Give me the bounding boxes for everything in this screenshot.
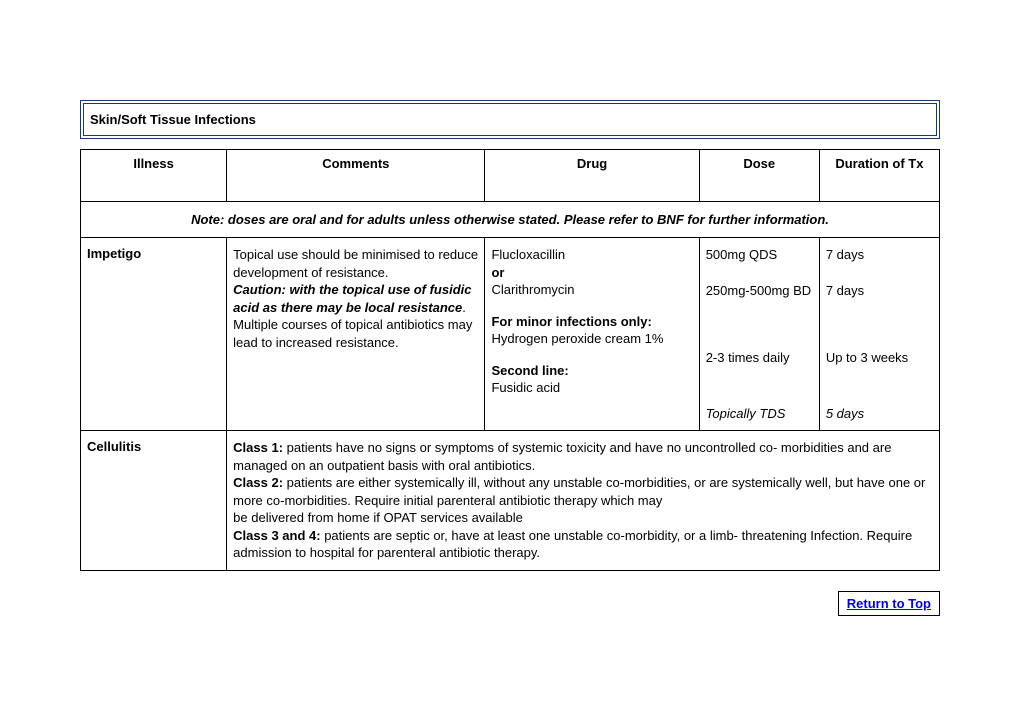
drug-1: Flucloxacillin	[491, 246, 692, 264]
note-text: Note: doses are oral and for adults unle…	[81, 202, 940, 238]
comments-p2: Multiple courses of topical antibiotics …	[233, 316, 478, 351]
col-header-dose: Dose	[699, 150, 819, 202]
minor-label: For minor infections only:	[491, 313, 692, 331]
dose-cell: 500mg QDS 250mg-500mg BD 2-3 times daily…	[699, 238, 819, 431]
class-2: Class 2: patients are either systemicall…	[233, 474, 933, 509]
return-to-top-link[interactable]: Return to Top	[838, 591, 940, 616]
dur-4: 5 days	[826, 405, 933, 423]
dur-3: Up to 3 weeks	[826, 349, 933, 367]
section-title: Skin/Soft Tissue Infections	[90, 112, 256, 127]
cellulitis-comments: Class 1: patients have no signs or sympt…	[227, 431, 940, 571]
drug-or: or	[491, 264, 692, 282]
drug-2: Clarithromycin	[491, 281, 692, 299]
drug-3: Hydrogen peroxide cream 1%	[491, 330, 692, 348]
table-row: Cellulitis Class 1: patients have no sig…	[81, 431, 940, 571]
illness-cell: Cellulitis	[81, 431, 227, 571]
comments-cell: Topical use should be minimised to reduc…	[227, 238, 485, 431]
duration-cell: 7 days 7 days Up to 3 weeks 5 days	[819, 238, 939, 431]
treatment-table: Illness Comments Drug Dose Duration of T…	[80, 149, 940, 571]
illness-cell: Impetigo	[81, 238, 227, 431]
dose-2: 250mg-500mg BD	[706, 282, 813, 300]
dose-1: 500mg QDS	[706, 246, 813, 264]
dose-3: 2-3 times daily	[706, 349, 813, 367]
table-header-row: Illness Comments Drug Dose Duration of T…	[81, 150, 940, 202]
comments-p1: Topical use should be minimised to reduc…	[233, 246, 478, 281]
col-header-comments: Comments	[227, 150, 485, 202]
comments-caution: Caution: with the topical use of fusidic…	[233, 281, 478, 316]
class-2b: be delivered from home if OPAT services …	[233, 509, 933, 527]
class-3-4: Class 3 and 4: patients are septic or, h…	[233, 527, 933, 562]
table-row: Impetigo Topical use should be minimised…	[81, 238, 940, 431]
drug-cell: Flucloxacillin or Clarithromycin For min…	[485, 238, 699, 431]
col-header-drug: Drug	[485, 150, 699, 202]
drug-4: Fusidic acid	[491, 379, 692, 397]
second-line-label: Second line:	[491, 362, 692, 380]
col-header-illness: Illness	[81, 150, 227, 202]
dur-1: 7 days	[826, 246, 933, 264]
dose-4: Topically TDS	[706, 405, 813, 423]
col-header-duration: Duration of Tx	[819, 150, 939, 202]
note-row: Note: doses are oral and for adults unle…	[81, 202, 940, 238]
dur-2: 7 days	[826, 282, 933, 300]
section-title-bar: Skin/Soft Tissue Infections	[80, 100, 940, 139]
class-1: Class 1: patients have no signs or sympt…	[233, 439, 933, 474]
